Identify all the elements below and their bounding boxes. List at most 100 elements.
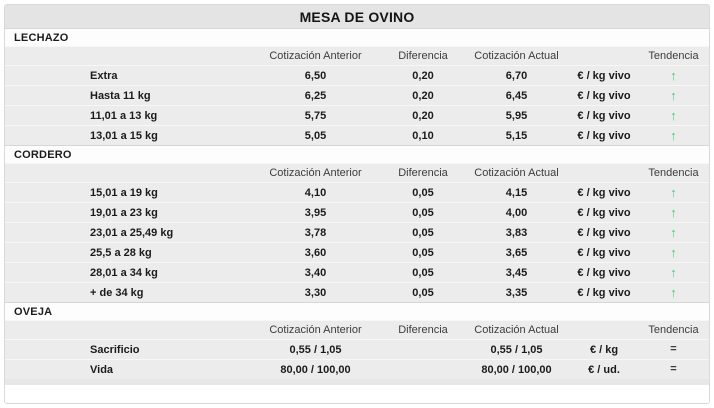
cell-cotizacion-actual: 6,70: [505, 69, 528, 82]
cell-cotizacion-actual: 3,83: [505, 226, 528, 239]
cell-diferencia: 0,05: [412, 206, 434, 219]
table-title-bar: MESA DE OVINO: [5, 5, 709, 28]
row-label: 15,01 a 19 kg: [90, 186, 158, 199]
row-label: + de 34 kg: [90, 286, 144, 299]
trend-up-icon: ↑: [670, 89, 677, 102]
page-title: MESA DE OVINO: [299, 8, 415, 25]
column-header-tendencia: Tendencia: [648, 324, 699, 336]
column-header-anterior: Cotización Anterior: [269, 50, 362, 62]
row-label: 11,01 a 13 kg: [90, 109, 158, 122]
column-header-anterior: Cotización Anterior: [269, 324, 362, 336]
table-sections: LECHAZO Cotización Anterior Diferencia Coti…: [5, 28, 709, 379]
cell-cotizacion-anterior: 3,40: [304, 266, 327, 279]
cell-cotizacion-actual: 6,45: [505, 89, 528, 102]
table-row: Extra 6,50 0,20 6,70 € / kg vivo ↑: [5, 65, 709, 85]
column-header-row: Cotización Anterior Diferencia Cotización …: [5, 46, 709, 65]
ovino-price-table: MESA DE OVINO LECHAZO Cotización Anterior…: [4, 4, 710, 404]
cell-cotizacion-actual: 0,55 / 1,05: [490, 343, 543, 356]
cell-diferencia: 0,20: [412, 109, 434, 122]
cell-unit: € / kg vivo: [577, 226, 631, 239]
cell-unit: € / kg: [589, 343, 619, 356]
trend-up-icon: ↑: [670, 226, 677, 239]
cell-cotizacion-actual: 4,15: [505, 186, 528, 199]
cell-unit: € / kg vivo: [577, 186, 631, 199]
trend-equal-icon: =: [670, 343, 677, 355]
table-row: Hasta 11 kg 6,25 0,20 6,45 € / kg vivo ↑: [5, 85, 709, 105]
column-header-diferencia: Diferencia: [398, 324, 448, 336]
row-label: 23,01 a 25,49 kg: [90, 226, 174, 239]
section-name: OVEJA: [14, 305, 53, 318]
column-header-actual: Cotización Actual: [474, 50, 559, 62]
column-header-tendencia: Tendencia: [648, 50, 699, 62]
cell-cotizacion-actual: 3,65: [505, 246, 528, 259]
trend-up-icon: ↑: [670, 266, 677, 279]
column-header-tendencia: Tendencia: [648, 167, 699, 179]
cell-cotizacion-anterior: 4,10: [304, 186, 327, 199]
cell-cotizacion-anterior: 5,75: [304, 109, 327, 122]
section-cordero: CORDERO Cotización Anterior Diferencia Coti…: [5, 145, 709, 302]
footer-strip: [5, 379, 709, 385]
trend-equal-icon: =: [670, 363, 677, 375]
table-row: Vida 80,00 / 100,00 80,00 / 100,00 € / ud. =: [5, 359, 709, 379]
trend-up-icon: ↑: [670, 286, 677, 299]
cell-unit: € / kg vivo: [577, 129, 631, 142]
cell-cotizacion-anterior: 3,30: [304, 286, 327, 299]
cell-diferencia: 0,05: [412, 246, 434, 259]
column-header-diferencia: Diferencia: [398, 50, 448, 62]
cell-diferencia: 0,20: [412, 69, 434, 82]
table-row: 23,01 a 25,49 kg 3,78 0,05 3,83 € / kg vivo ↑: [5, 222, 709, 242]
trend-up-icon: ↑: [670, 109, 677, 122]
trend-up-icon: ↑: [670, 206, 677, 219]
section-name: CORDERO: [14, 148, 72, 161]
cell-diferencia: 0,10: [412, 129, 434, 142]
cell-diferencia: 0,05: [412, 266, 434, 279]
cell-cotizacion-anterior: 3,95: [304, 206, 327, 219]
trend-up-icon: ↑: [670, 129, 677, 142]
trend-up-icon: ↑: [670, 69, 677, 82]
cell-cotizacion-actual: 5,15: [505, 129, 528, 142]
cell-cotizacion-actual: 4,00: [505, 206, 528, 219]
table-row: 28,01 a 34 kg 3,40 0,05 3,45 € / kg vivo ↑: [5, 262, 709, 282]
cell-unit: € / kg vivo: [577, 109, 631, 122]
cell-unit: € / kg vivo: [577, 89, 631, 102]
column-header-row: Cotización Anterior Diferencia Cotización …: [5, 320, 709, 339]
cell-unit: € / kg vivo: [577, 246, 631, 259]
cell-cotizacion-anterior: 6,25: [304, 89, 327, 102]
table-row: 19,01 a 23 kg 3,95 0,05 4,00 € / kg vivo ↑: [5, 202, 709, 222]
row-label: 13,01 a 15 kg: [90, 129, 158, 142]
section-header: OVEJA: [5, 302, 709, 320]
cell-diferencia: 0,05: [412, 226, 434, 239]
table-row: 15,01 a 19 kg 4,10 0,05 4,15 € / kg vivo ↑: [5, 182, 709, 202]
section-header: LECHAZO: [5, 28, 709, 46]
row-label: Extra: [90, 69, 118, 82]
section-header: CORDERO: [5, 145, 709, 163]
row-label: Hasta 11 kg: [90, 89, 151, 102]
column-header-row: Cotización Anterior Diferencia Cotización …: [5, 163, 709, 182]
cell-cotizacion-actual: 80,00 / 100,00: [481, 363, 552, 376]
column-header-diferencia: Diferencia: [398, 167, 448, 179]
cell-diferencia: 0,05: [412, 286, 434, 299]
column-header-anterior: Cotización Anterior: [269, 167, 362, 179]
cell-cotizacion-anterior: 6,50: [304, 69, 327, 82]
cell-cotizacion-actual: 3,45: [505, 266, 528, 279]
table-row: Sacrificio 0,55 / 1,05 0,55 / 1,05 € / kg =: [5, 339, 709, 359]
row-label: Vida: [90, 363, 114, 376]
cell-cotizacion-anterior: 3,78: [304, 226, 327, 239]
section-lechazo: LECHAZO Cotización Anterior Diferencia Coti…: [5, 28, 709, 145]
cell-cotizacion-anterior: 5,05: [304, 129, 327, 142]
table-row: 25,5 a 28 kg 3,60 0,05 3,65 € / kg vivo ↑: [5, 242, 709, 262]
table-row: 11,01 a 13 kg 5,75 0,20 5,95 € / kg vivo ↑: [5, 105, 709, 125]
cell-unit: € / ud.: [588, 363, 620, 376]
cell-unit: € / kg vivo: [577, 206, 631, 219]
cell-unit: € / kg vivo: [577, 266, 631, 279]
cell-cotizacion-anterior: 80,00 / 100,00: [280, 363, 351, 376]
row-label: 25,5 a 28 kg: [90, 246, 152, 259]
cell-unit: € / kg vivo: [577, 69, 631, 82]
cell-cotizacion-actual: 3,35: [505, 286, 528, 299]
column-header-actual: Cotización Actual: [474, 167, 559, 179]
cell-unit: € / kg vivo: [577, 286, 631, 299]
row-label: Sacrificio: [90, 343, 140, 356]
trend-up-icon: ↑: [670, 186, 677, 199]
table-row: + de 34 kg 3,30 0,05 3,35 € / kg vivo ↑: [5, 282, 709, 302]
row-label: 28,01 a 34 kg: [90, 266, 158, 279]
